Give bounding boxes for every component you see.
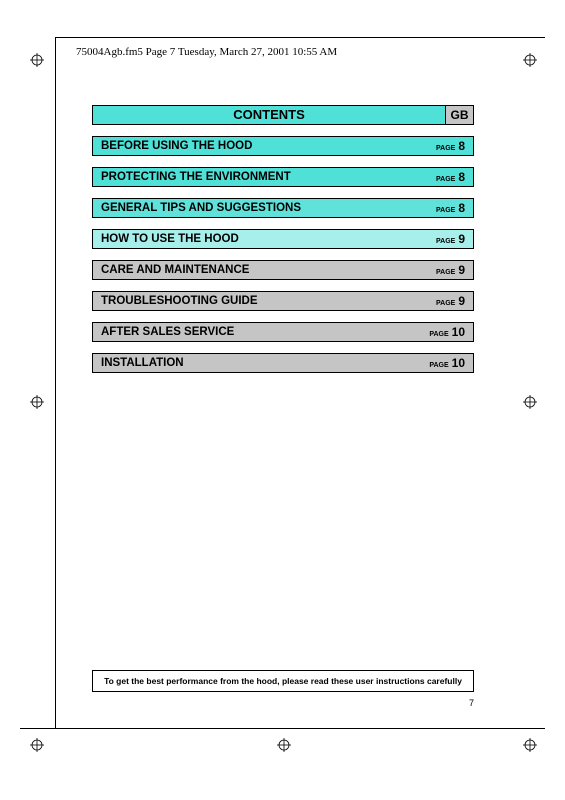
toc-page-label: PAGE [436,176,455,183]
footer-note: To get the best performance from the hoo… [92,670,474,692]
toc-row-title: TROUBLESHOOTING GUIDE [101,295,258,307]
toc-page-label: PAGE [429,331,448,338]
contents-title: CONTENTS [92,105,446,125]
toc-row: INSTALLATION PAGE 10 [92,353,474,373]
registration-mark-icon [30,738,44,752]
toc-page-label: PAGE [436,300,455,307]
toc-row-pageref: PAGE8 [436,170,465,184]
toc-page-number: 8 [458,139,465,153]
toc-page-label: PAGE [436,207,455,214]
registration-mark-icon [30,395,44,409]
page-number: 7 [92,698,474,708]
toc-row: HOW TO USE THE HOOD PAGE9 [92,229,474,249]
toc-page-number: 8 [458,201,465,215]
toc-row-title: PROTECTING THE ENVIRONMENT [101,171,291,183]
toc-page-number: 8 [458,170,465,184]
toc-row-pageref: PAGE9 [436,263,465,277]
toc-row: CARE AND MAINTENANCE PAGE9 [92,260,474,280]
toc-page-number: 10 [452,325,465,339]
contents-language-badge: GB [446,105,474,125]
toc-row-pageref: PAGE 10 [429,356,465,370]
toc-row: BEFORE USING THE HOOD PAGE8 [92,136,474,156]
toc-row: AFTER SALES SERVICE PAGE 10 [92,322,474,342]
header-text: 75004Agb.fm5 Page 7 Tuesday, March 27, 2… [76,46,337,58]
toc-page-number: 9 [458,263,465,277]
toc-row-title: GENERAL TIPS AND SUGGESTIONS [101,202,301,214]
toc-row: GENERAL TIPS AND SUGGESTIONS PAGE8 [92,198,474,218]
registration-mark-icon [523,395,537,409]
toc-page-label: PAGE [436,269,455,276]
toc-row-title: CARE AND MAINTENANCE [101,264,249,276]
toc-row-pageref: PAGE9 [436,294,465,308]
side-rule [55,37,56,728]
toc-row: TROUBLESHOOTING GUIDE PAGE9 [92,291,474,311]
toc-page-label: PAGE [436,145,455,152]
toc-page-number: 9 [458,232,465,246]
toc-row-title: INSTALLATION [101,357,184,369]
registration-mark-icon [523,53,537,67]
toc-row-pageref: PAGE8 [436,201,465,215]
toc-row-pageref: PAGE9 [436,232,465,246]
toc-page-number: 9 [458,294,465,308]
registration-mark-icon [523,738,537,752]
toc-list: BEFORE USING THE HOODPAGE8PROTECTING THE… [92,136,474,373]
toc-row-pageref: PAGE 10 [429,325,465,339]
page-content: CONTENTS GB BEFORE USING THE HOODPAGE8PR… [92,105,474,373]
toc-row-pageref: PAGE8 [436,139,465,153]
toc-row: PROTECTING THE ENVIRONMENT PAGE8 [92,167,474,187]
toc-row-title: AFTER SALES SERVICE [101,326,234,338]
header-rule [55,37,545,38]
toc-page-label: PAGE [436,238,455,245]
registration-mark-icon [277,738,291,752]
toc-page-label: PAGE [429,362,448,369]
toc-row-title: BEFORE USING THE HOOD [101,140,252,152]
footer-rule [20,728,545,729]
toc-row-title: HOW TO USE THE HOOD [101,233,239,245]
contents-header-bar: CONTENTS GB [92,105,474,125]
registration-mark-icon [30,53,44,67]
toc-page-number: 10 [452,356,465,370]
